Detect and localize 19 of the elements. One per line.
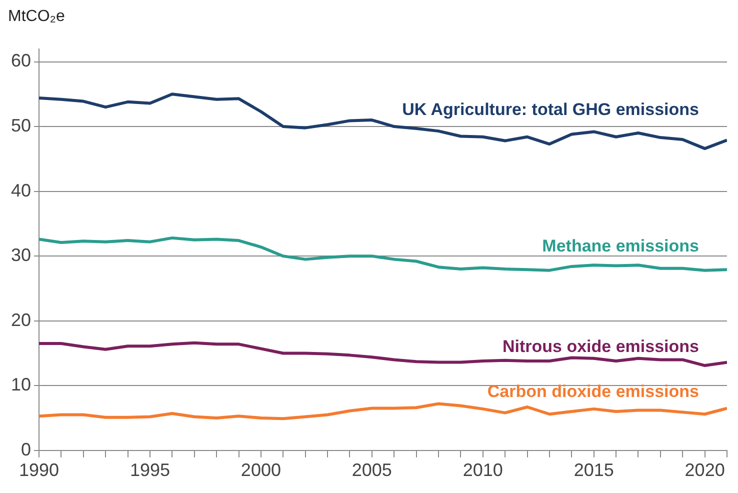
x-tick-label: 2020 xyxy=(684,460,725,480)
x-tick-label: 1990 xyxy=(19,460,60,480)
x-tick-label: 2015 xyxy=(574,460,614,480)
y-tick-label: 20 xyxy=(10,310,32,330)
y-tick-label: 30 xyxy=(10,245,32,266)
x-tick-label: 1995 xyxy=(130,460,170,480)
y-axis-title: MtCO₂e xyxy=(8,8,65,26)
y-tick-label: 40 xyxy=(10,180,32,200)
y-tick-label: 10 xyxy=(10,374,32,395)
y-tick-label: 60 xyxy=(10,50,32,71)
series-label: Nitrous oxide emissions xyxy=(502,336,699,356)
series-label: UK Agriculture: total GHG emissions xyxy=(402,100,699,119)
series-label: Methane emissions xyxy=(542,236,699,256)
x-tick-label: 2010 xyxy=(462,460,503,480)
y-tick-label: 0 xyxy=(21,439,32,460)
x-tick-label: 2000 xyxy=(240,460,281,480)
series-label: Carbon dioxide emissions xyxy=(487,382,699,401)
x-tick-label: 2005 xyxy=(352,460,392,480)
y-tick-label: 50 xyxy=(10,116,32,136)
